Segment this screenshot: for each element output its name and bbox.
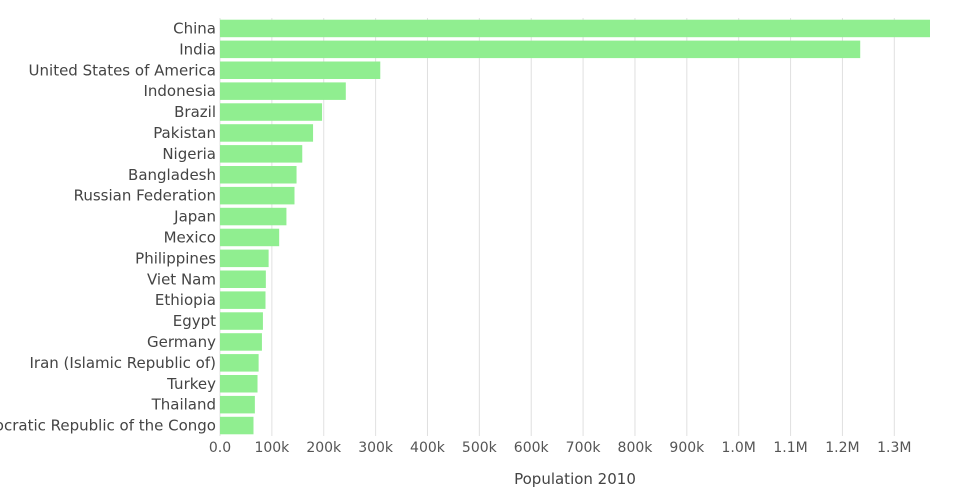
category-label-turkey: Turkey xyxy=(166,375,216,393)
category-label-iran-islamic-republic-of: Iran (Islamic Republic of) xyxy=(30,354,217,372)
bar-viet-nam xyxy=(220,270,266,288)
bar-bangladesh xyxy=(220,166,297,184)
bar-nigeria xyxy=(220,145,303,163)
bar-china xyxy=(220,19,930,38)
category-label-thailand: Thailand xyxy=(151,396,216,414)
bar-democratic-republic-of-the-congo xyxy=(220,416,254,435)
x-tick-label-4: 400k xyxy=(410,440,446,456)
x-tick-label-9: 900k xyxy=(669,440,705,456)
category-label-india: India xyxy=(179,40,216,58)
x-tick-label-0: 0.0 xyxy=(209,440,231,456)
category-label-united-states-of-america: United States of America xyxy=(29,61,216,79)
category-label-bangladesh: Bangladesh xyxy=(128,166,216,184)
bar-iran-islamic-republic-of xyxy=(220,354,259,372)
grid-lines xyxy=(219,18,895,436)
bar-mexico xyxy=(220,228,280,247)
bar-thailand xyxy=(220,395,255,414)
category-label-brazil: Brazil xyxy=(174,103,216,121)
x-tick-label-13: 1.3M xyxy=(877,440,911,456)
x-tick-labels: 0.0 100k 200k 300k 400k 500k 600k 700k 800k 900k 1… xyxy=(209,440,912,456)
bar-pakistan xyxy=(220,124,314,142)
x-tick-label-8: 800k xyxy=(618,440,654,456)
category-label-philippines: Philippines xyxy=(135,249,216,267)
category-label-germany: Germany xyxy=(147,333,216,351)
category-label-china: China xyxy=(173,19,216,37)
x-tick-label-2: 200k xyxy=(306,440,342,456)
bars xyxy=(220,19,930,435)
category-label-ethiopia: Ethiopia xyxy=(155,291,216,309)
x-tick-label-7: 700k xyxy=(566,440,602,456)
category-label-democratic-republic-of-the-congo: Democratic Republic of the Congo xyxy=(0,417,216,435)
category-label-pakistan: Pakistan xyxy=(153,124,216,142)
bar-japan xyxy=(220,207,287,226)
category-label-japan: Japan xyxy=(173,208,216,226)
x-tick-label-12: 1.2M xyxy=(825,440,859,456)
category-label-russian-federation: Russian Federation xyxy=(74,187,216,205)
bar-brazil xyxy=(220,103,323,121)
category-label-viet-nam: Viet Nam xyxy=(147,270,216,288)
x-tick-label-1: 100k xyxy=(254,440,290,456)
bar-philippines xyxy=(220,249,269,268)
bar-germany xyxy=(220,333,262,351)
category-label-mexico: Mexico xyxy=(164,228,216,246)
bar-egypt xyxy=(220,312,263,330)
bar-india xyxy=(220,40,861,59)
bar-united-states-of-america xyxy=(220,61,381,79)
x-tick-label-3: 300k xyxy=(358,440,394,456)
bar-russian-federation xyxy=(220,186,295,205)
bar-ethiopia xyxy=(220,291,266,309)
bar-indonesia xyxy=(220,82,346,100)
x-tick-label-5: 500k xyxy=(462,440,498,456)
category-label-nigeria: Nigeria xyxy=(162,145,216,163)
category-label-indonesia: Indonesia xyxy=(143,82,216,100)
category-label-egypt: Egypt xyxy=(173,312,216,330)
x-tick-label-10: 1.0M xyxy=(722,440,756,456)
x-tick-label-6: 600k xyxy=(514,440,550,456)
bar-turkey xyxy=(220,375,258,393)
x-axis-title: Population 2010 xyxy=(514,470,636,488)
category-labels: China India United States of America Indone… xyxy=(0,19,216,434)
x-tick-label-11: 1.1M xyxy=(773,440,807,456)
